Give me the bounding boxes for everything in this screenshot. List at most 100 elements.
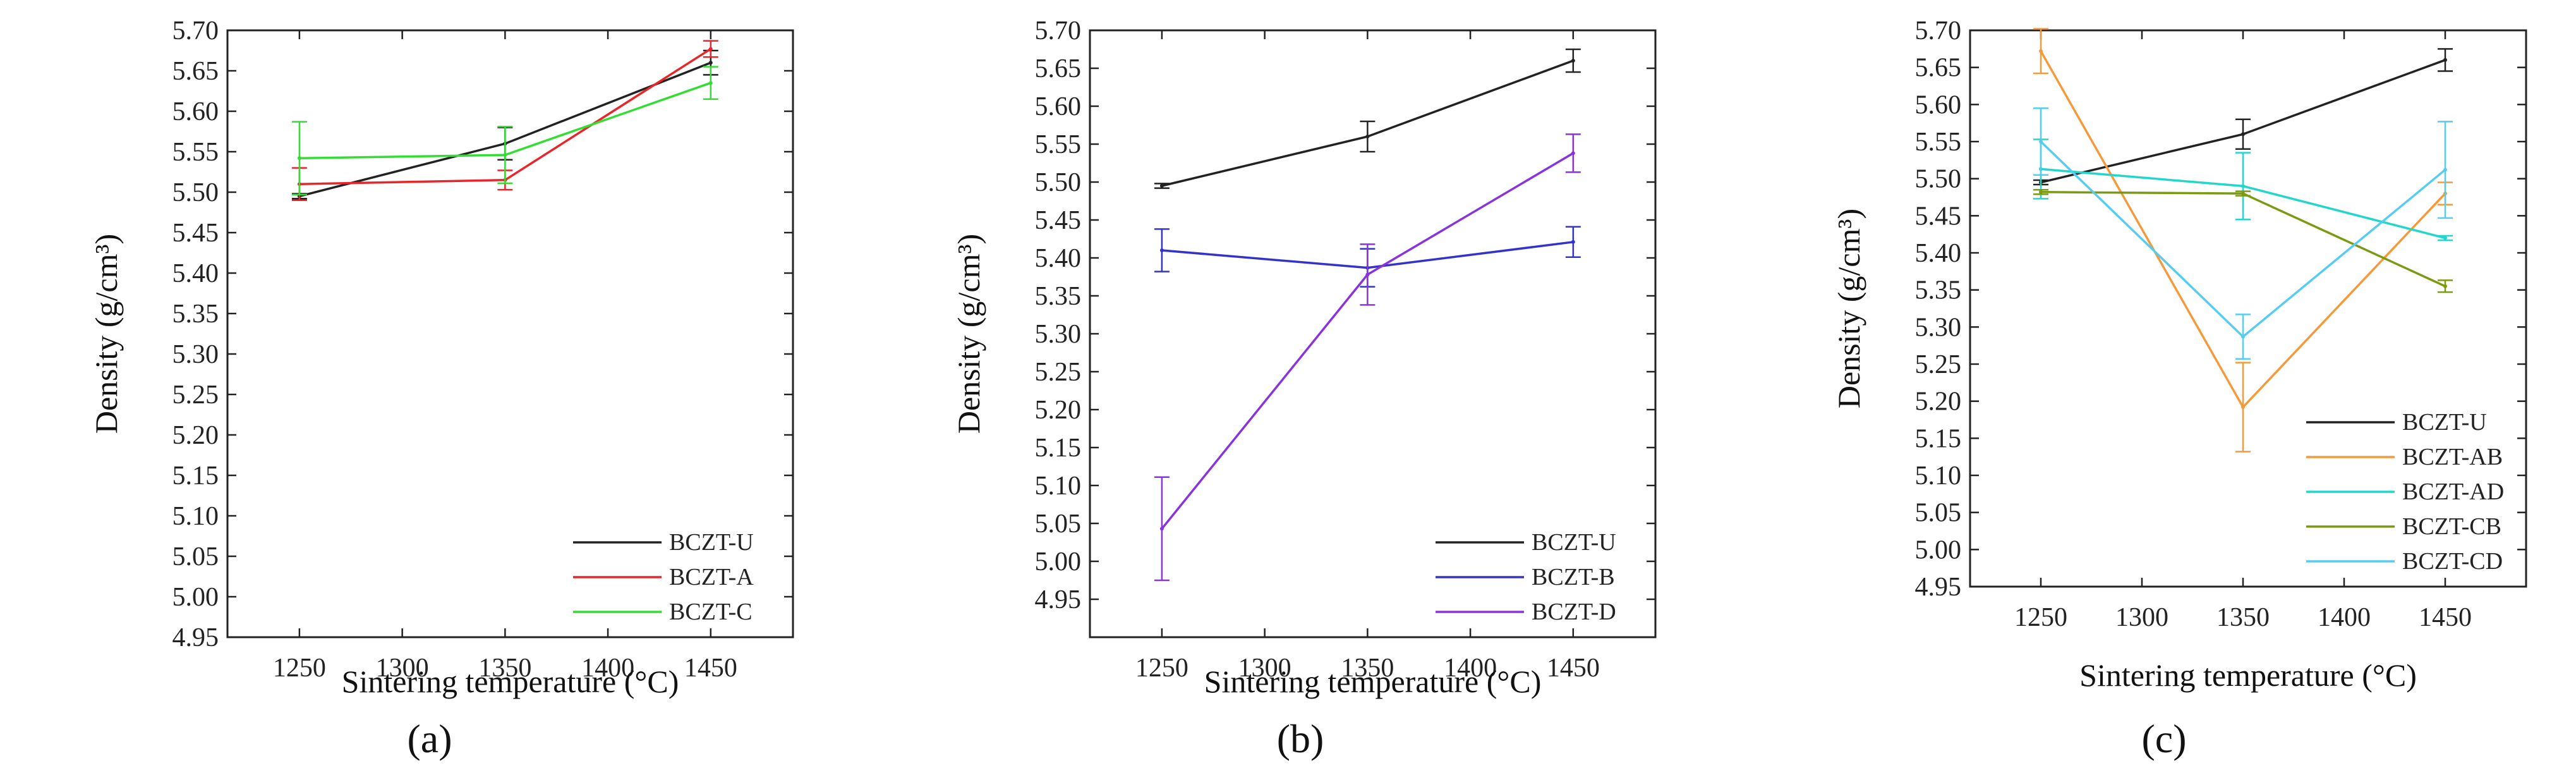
legend-item-bczt-u: BCZT-U <box>573 529 754 556</box>
data-point-bczt-c <box>708 81 713 85</box>
y-tick-label: 5.10 <box>1035 472 1082 501</box>
y-tick-label: 5.30 <box>172 340 219 369</box>
y-tick-label: 5.10 <box>1915 461 1962 491</box>
x-tick-label: 1300 <box>376 654 429 683</box>
panel-label: (c) <box>2141 716 2186 761</box>
y-tick-label: 5.55 <box>1915 128 1962 157</box>
x-tick-label: 1350 <box>1341 654 1394 683</box>
legend-item-bczt-cb: BCZT-CB <box>2306 513 2501 540</box>
x-tick-label: 1250 <box>1135 654 1188 683</box>
y-axis-title: Density (g/cm³) <box>951 234 986 434</box>
legend-item-bczt-c: BCZT-C <box>573 599 753 625</box>
y-tick-label: 5.10 <box>172 502 219 531</box>
legend-item-bczt-d: BCZT-D <box>1436 599 1616 625</box>
y-tick-label: 5.45 <box>1915 202 1962 231</box>
y-tick-label: 5.25 <box>1915 350 1962 379</box>
y-tick-label: 5.50 <box>1035 168 1082 197</box>
y-tick-label: 5.70 <box>1035 16 1082 46</box>
series-line-bczt-d <box>1161 152 1574 530</box>
y-tick-label: 5.05 <box>1915 499 1962 528</box>
y-tick-label: 5.20 <box>1915 387 1962 417</box>
data-point-bczt-u <box>1571 59 1575 63</box>
y-tick-label: 5.65 <box>172 57 219 86</box>
y-tick-label: 5.15 <box>172 461 219 491</box>
data-point-bczt-ab <box>2039 49 2043 53</box>
y-tick-label: 5.35 <box>1035 282 1082 311</box>
legend-item-bczt-b: BCZT-B <box>1436 564 1615 590</box>
data-point-bczt-cb <box>2039 190 2043 194</box>
y-tick-label: 5.50 <box>172 178 219 207</box>
x-tick-label: 1450 <box>2419 603 2472 632</box>
data-point-bczt-d <box>1159 527 1164 531</box>
legend-item-bczt-ab: BCZT-AB <box>2306 444 2503 470</box>
data-point-bczt-d <box>1365 272 1370 277</box>
legend-label: BCZT-B <box>1532 564 1615 590</box>
y-tick-label: 5.15 <box>1035 434 1082 463</box>
y-tick-label: 5.25 <box>1035 358 1082 387</box>
y-tick-label: 5.00 <box>1915 535 1962 564</box>
y-tick-label: 5.00 <box>172 583 219 612</box>
data-point-bczt-c <box>297 156 301 161</box>
data-point-bczt-a <box>708 47 713 51</box>
y-tick-label: 4.95 <box>1035 585 1082 614</box>
data-point-bczt-u <box>1159 184 1164 188</box>
legend-label: BCZT-A <box>669 564 754 590</box>
x-axis-title: Sintering temperature (°C) <box>1204 664 1542 699</box>
legend-label: BCZT-D <box>1532 599 1616 625</box>
y-axis-title: Density (g/cm³) <box>88 234 124 434</box>
legend-label: BCZT-CB <box>2402 513 2501 540</box>
legend-label: BCZT-AB <box>2402 444 2503 470</box>
x-tick-label: 1300 <box>2115 603 2168 632</box>
y-tick-label: 5.15 <box>1915 424 1962 453</box>
legend-item-bczt-cd: BCZT-CD <box>2306 548 2503 575</box>
data-point-bczt-c <box>503 153 507 157</box>
y-tick-label: 5.60 <box>1915 90 1962 119</box>
y-tick-label: 5.70 <box>1915 16 1962 46</box>
y-tick-label: 5.55 <box>172 138 219 167</box>
x-axis-title: Sintering temperature (°C) <box>342 664 679 699</box>
y-tick-label: 5.00 <box>1035 547 1082 577</box>
y-tick-label: 5.45 <box>1035 206 1082 235</box>
legend-label: BCZT-CD <box>2402 548 2503 575</box>
x-tick-label: 1250 <box>2014 603 2067 632</box>
y-axis-title: Density (g/cm³) <box>1831 209 1866 408</box>
y-tick-label: 5.35 <box>172 300 219 329</box>
data-point-bczt-d <box>1571 151 1575 156</box>
y-tick-label: 5.20 <box>1035 396 1082 425</box>
y-tick-label: 5.05 <box>1035 510 1082 539</box>
x-tick-label: 1400 <box>2318 603 2371 632</box>
x-axis-title: Sintering temperature (°C) <box>2079 657 2417 693</box>
x-tick-label: 1350 <box>2216 603 2270 632</box>
data-point-bczt-ad <box>2443 236 2447 240</box>
y-tick-label: 5.25 <box>172 381 219 410</box>
legend-item-bczt-ad: BCZT-AD <box>2306 479 2504 505</box>
y-tick-label: 5.65 <box>1915 54 1962 83</box>
y-tick-label: 5.05 <box>172 542 219 571</box>
x-tick-label: 1450 <box>684 654 737 683</box>
data-point-bczt-u <box>708 61 713 65</box>
y-tick-label: 5.40 <box>1915 239 1962 268</box>
x-tick-label: 1400 <box>1444 654 1497 683</box>
data-point-bczt-u <box>2443 58 2447 62</box>
chart-panel-a: 1250 1300 1350 1400 1450 4.95 5.00 5.05 5.10 5.15… <box>88 16 794 761</box>
x-tick-label: 1300 <box>1238 654 1291 683</box>
chart-panel-c: 1250 1300 1350 1400 1450 4.95 5.00 5.05 5.10 5.15… <box>1831 16 2527 761</box>
y-tick-label: 5.45 <box>172 219 219 248</box>
y-tick-label: 5.40 <box>172 259 219 288</box>
legend-label: BCZT-AD <box>2402 479 2504 505</box>
data-point-bczt-cd <box>2443 168 2447 172</box>
x-tick-label: 1250 <box>273 654 326 683</box>
data-point-bczt-u <box>1365 135 1370 138</box>
x-tick-label: 1450 <box>1547 654 1600 683</box>
data-point-bczt-b <box>1571 240 1575 244</box>
plot-frame <box>226 29 794 638</box>
data-point-bczt-cd <box>2039 140 2043 143</box>
data-point-bczt-ab <box>2241 405 2245 410</box>
legend-item-bczt-u: BCZT-U <box>2306 409 2487 436</box>
y-tick-label: 4.95 <box>172 623 219 652</box>
y-tick-label: 5.35 <box>1915 276 1962 305</box>
y-tick-label: 5.70 <box>172 16 219 46</box>
legend-item-bczt-u: BCZT-U <box>1436 529 1616 556</box>
y-tick-label: 5.30 <box>1915 313 1962 342</box>
